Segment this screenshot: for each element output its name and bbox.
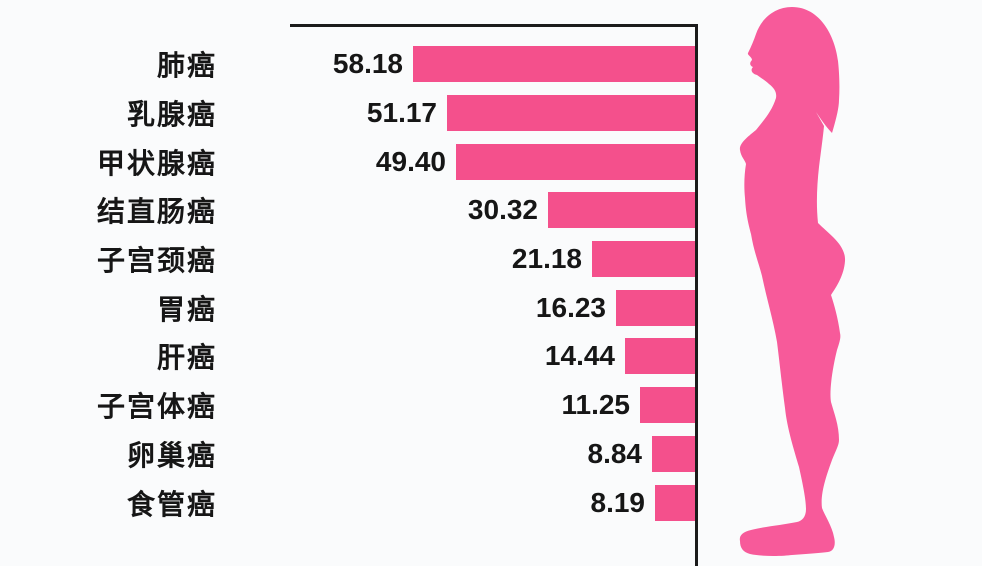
value-label: 11.25 <box>561 389 630 421</box>
chart-row: 结直肠癌 30.32 <box>0 186 695 235</box>
chart-row: 食管癌 8.19 <box>0 478 695 527</box>
bar <box>413 46 695 83</box>
bar <box>655 484 695 521</box>
woman-silhouette-svg <box>739 7 846 556</box>
row-bar-area: 21.18 <box>217 241 695 278</box>
chart-row: 子宫体癌 11.25 <box>0 381 695 430</box>
category-label: 肺癌 <box>156 50 217 82</box>
row-bar-area: 51.17 <box>217 95 695 132</box>
category-label: 甲状腺癌 <box>96 147 217 179</box>
chart-row: 肝癌 14.44 <box>0 332 695 381</box>
row-bar-area: 8.84 <box>217 435 695 472</box>
row-bar-area: 58.18 <box>217 46 695 83</box>
row-bar-area: 14.44 <box>217 338 695 375</box>
value-label: 30.32 <box>467 194 538 226</box>
value-label: 14.44 <box>544 340 615 372</box>
value-label: 21.18 <box>511 243 582 275</box>
value-label: 16.23 <box>535 291 606 323</box>
category-label: 子宫颈癌 <box>96 245 217 277</box>
value-label: 51.17 <box>366 97 437 129</box>
category-label: 乳腺癌 <box>126 99 217 131</box>
chart-row: 子宫颈癌 21.18 <box>0 235 695 284</box>
row-bar-area: 11.25 <box>217 387 695 424</box>
value-label: 8.19 <box>590 486 646 518</box>
chart-row: 胃癌 16.23 <box>0 283 695 332</box>
value-label: 58.18 <box>332 48 403 80</box>
bar <box>652 435 695 472</box>
chart-row: 卵巢癌 8.84 <box>0 430 695 479</box>
value-label: 49.40 <box>375 145 446 177</box>
category-label: 卵巢癌 <box>126 439 217 471</box>
category-label: 子宫体癌 <box>96 391 217 423</box>
chart-row: 乳腺癌 51.17 <box>0 89 695 138</box>
bar <box>592 241 695 278</box>
row-bar-area: 8.19 <box>217 484 695 521</box>
chart-right-axis-line <box>695 24 698 566</box>
chart-row: 肺癌 58.18 <box>0 40 695 89</box>
bar <box>616 289 695 326</box>
bar <box>548 192 695 229</box>
category-label: 肝癌 <box>156 342 217 374</box>
bar <box>640 387 695 424</box>
category-label: 食管癌 <box>126 488 217 520</box>
woman-silhouette-path <box>739 7 846 556</box>
bar <box>625 338 695 375</box>
chart-row: 甲状腺癌 49.40 <box>0 137 695 186</box>
chart-rows: 肺癌 58.18 乳腺癌 51.17 甲状腺癌 49.40 结直肠癌 30.32… <box>0 40 695 527</box>
category-label: 结直肠癌 <box>96 196 217 228</box>
value-label: 8.84 <box>587 437 643 469</box>
chart-top-axis-line <box>290 24 698 27</box>
row-bar-area: 16.23 <box>217 289 695 326</box>
category-label: 胃癌 <box>156 293 217 325</box>
row-bar-area: 49.40 <box>217 143 695 180</box>
row-bar-area: 30.32 <box>217 192 695 229</box>
bar <box>456 143 695 180</box>
bar <box>447 95 695 132</box>
woman-silhouette <box>728 4 848 560</box>
